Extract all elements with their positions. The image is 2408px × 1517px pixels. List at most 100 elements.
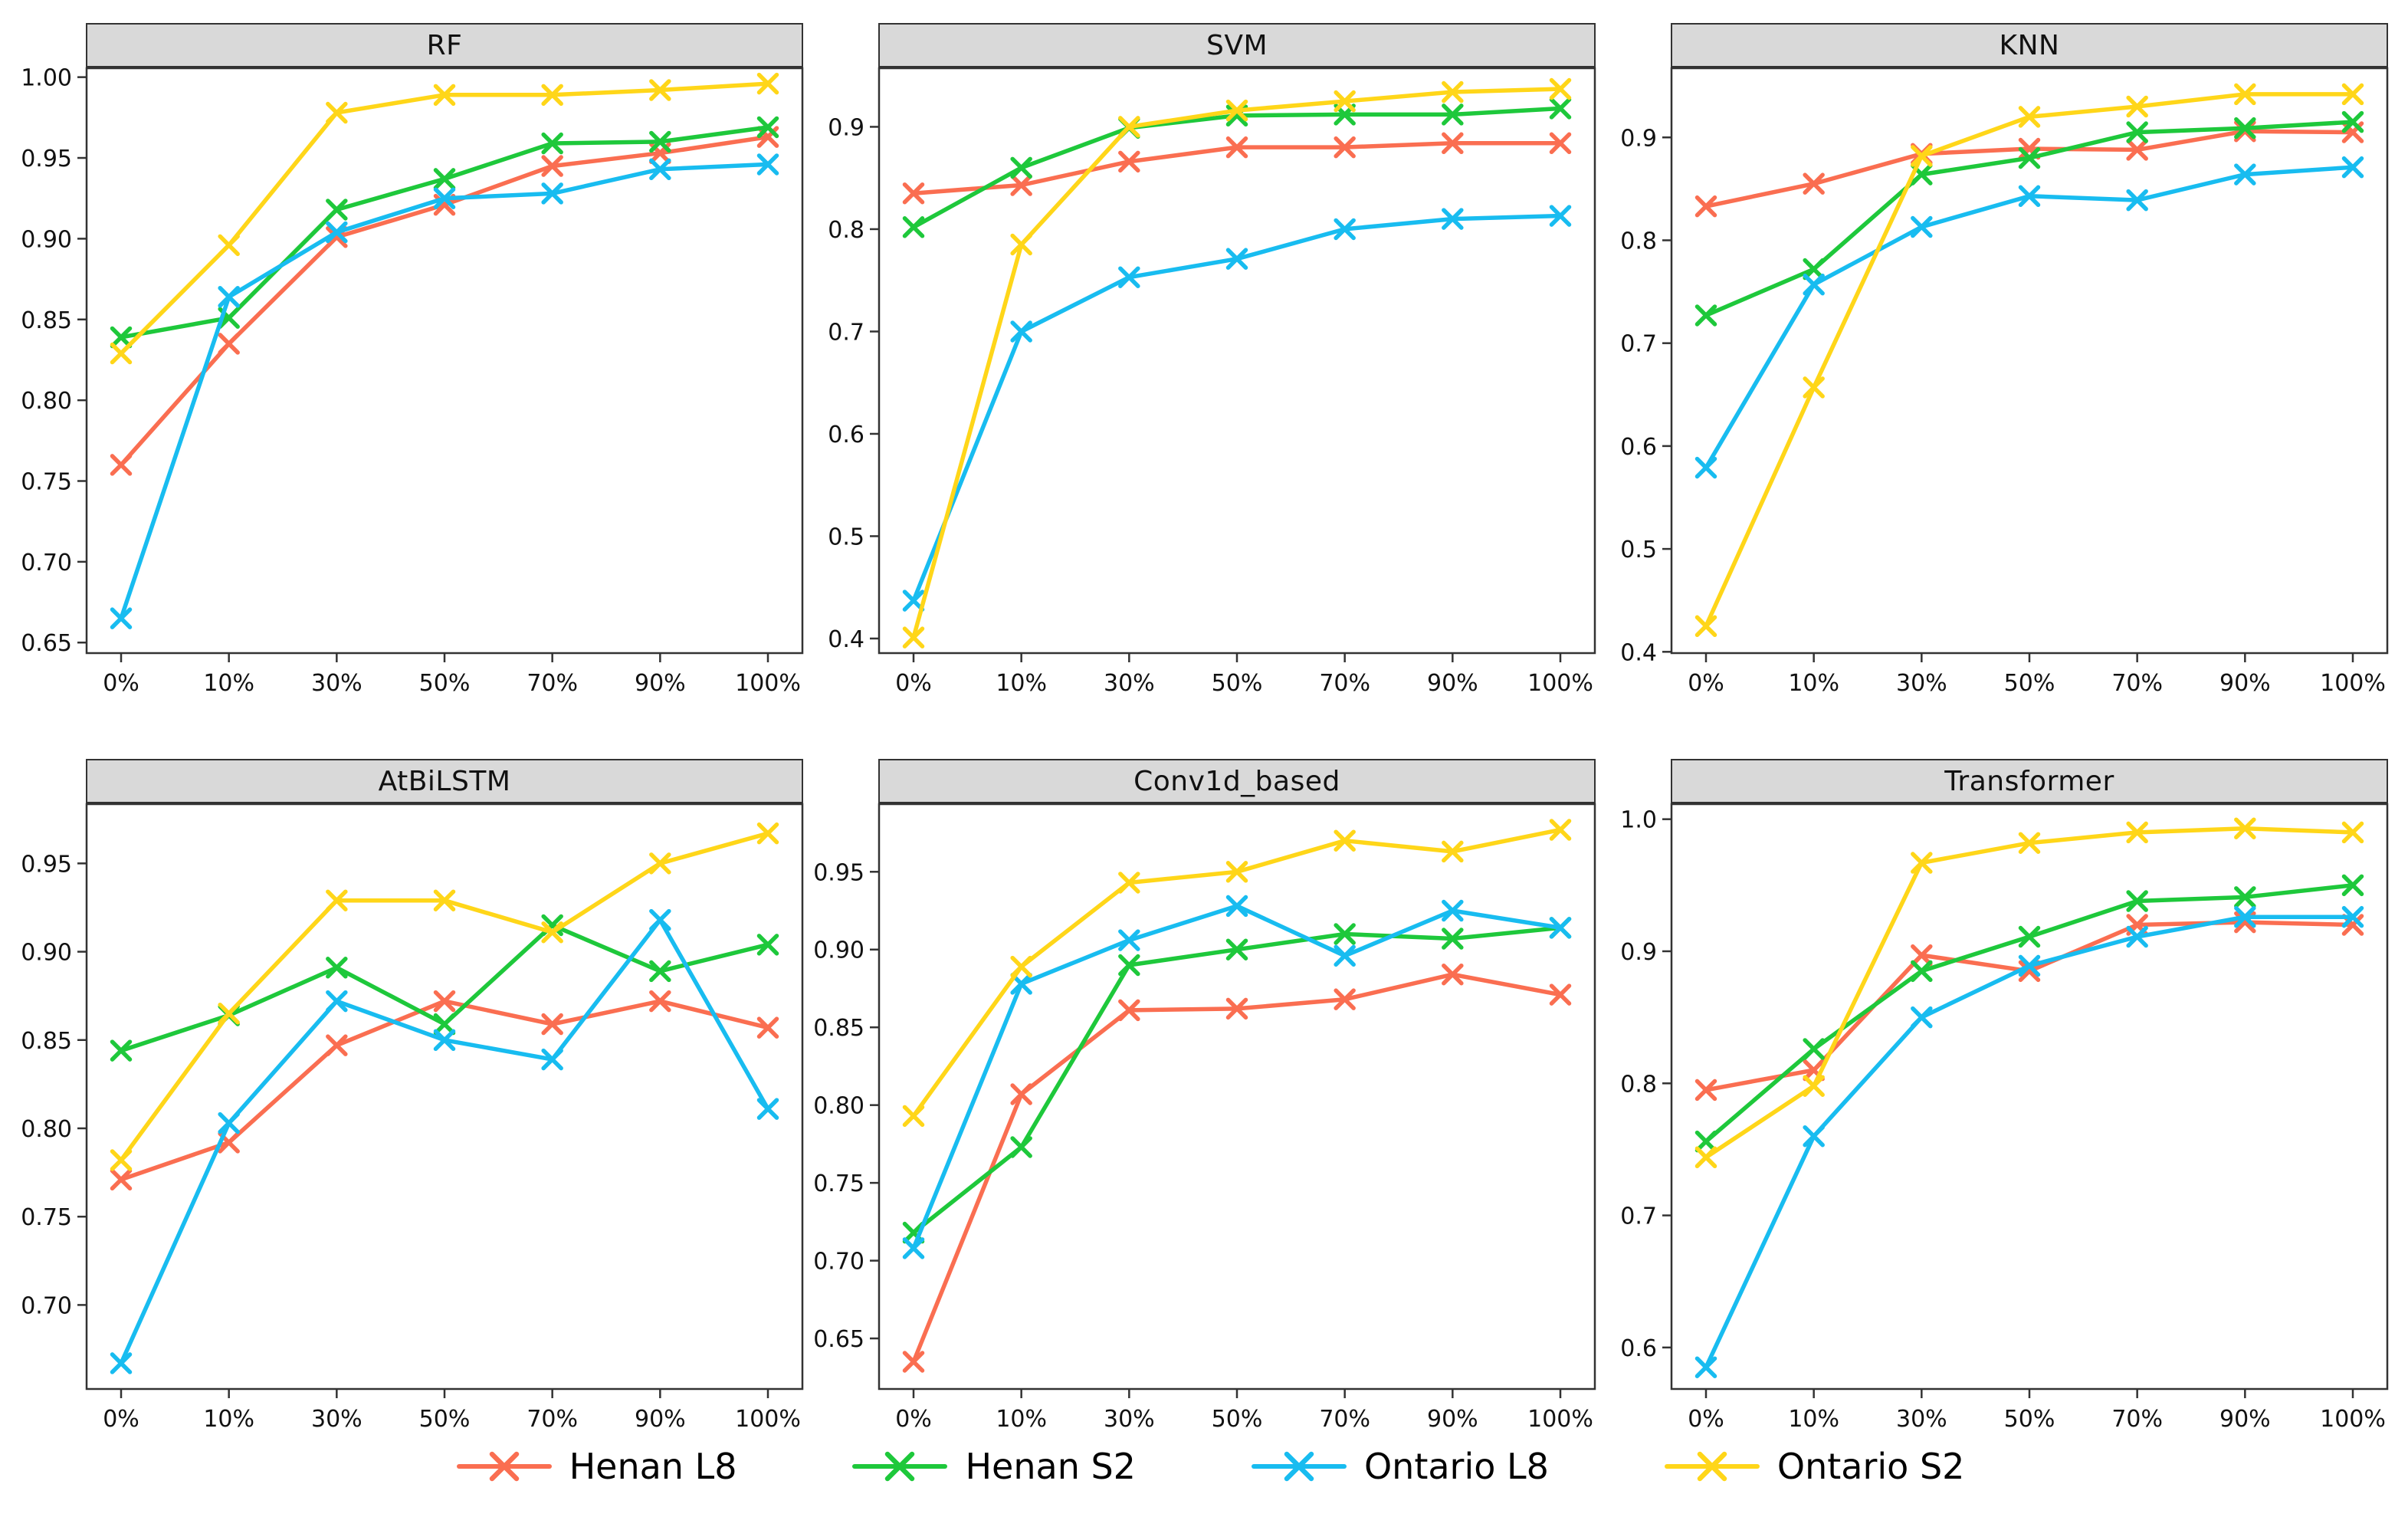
x-marker-ontario-s2 bbox=[1010, 955, 1032, 978]
x-tick-label: 90% bbox=[2219, 670, 2271, 697]
x-marker-henan-s2 bbox=[326, 199, 348, 221]
x-marker-henan-s2 bbox=[433, 1013, 456, 1036]
x-tick-label: 10% bbox=[203, 1406, 254, 1433]
chart-knn-canvas: 0.4 0.5 0.6 0.7 0.8 0.9 0% 10% 30% 50% 70% 90% 100% bbox=[1620, 67, 2389, 697]
x-marker-ontario-s2 bbox=[1911, 145, 1933, 167]
y-tick-label: 0.90 bbox=[813, 937, 864, 964]
x-marker-henan-s2 bbox=[1225, 938, 1248, 960]
x-marker-ontario-l8 bbox=[1010, 320, 1032, 343]
x-marker-henan-l8 bbox=[110, 1168, 133, 1191]
x-marker-ontario-l8 bbox=[1442, 899, 1464, 922]
y-tick-label: 0.80 bbox=[813, 1093, 864, 1120]
x-marker-henan-s2 bbox=[2234, 117, 2256, 140]
x-marker-ontario-l8 bbox=[1118, 266, 1140, 288]
panel-title-text: Transformer bbox=[1944, 765, 2114, 797]
x-marker-ontario-s2 bbox=[902, 1105, 925, 1128]
y-tick-label: 0.6 bbox=[828, 422, 864, 448]
x-marker-ontario-s2 bbox=[1549, 819, 1572, 841]
y-tick-label: 0.9 bbox=[1620, 939, 1657, 966]
legend-item-ontario-l8: Ontario L8 bbox=[1251, 1446, 1549, 1487]
y-tick-label: 0.6 bbox=[1620, 1335, 1657, 1362]
x-marker-ontario-l8 bbox=[1803, 1125, 1825, 1148]
x-marker-henan-l8 bbox=[1118, 999, 1140, 1022]
x-tick-label: 50% bbox=[1212, 1406, 1263, 1433]
x-marker-henan-l8 bbox=[1118, 150, 1140, 173]
legend-label: Ontario L8 bbox=[1363, 1446, 1549, 1487]
x-marker-henan-l8 bbox=[433, 990, 456, 1013]
y-tick-label: 0.7 bbox=[1620, 331, 1657, 358]
panel-header: AtBiLSTM bbox=[86, 759, 803, 803]
panel-header: KNN bbox=[1671, 23, 2388, 67]
y-tick-label: 0.85 bbox=[21, 1028, 72, 1055]
panel-transformer: Transformer 0.6 0.7 0.8 0.9 1.0 0% 10% 30% 50% 70… bbox=[1616, 759, 2389, 1433]
x-marker-ontario-s2 bbox=[902, 626, 925, 649]
x-marker-ontario-s2 bbox=[1803, 376, 1825, 399]
x-marker-ontario-s2 bbox=[1225, 99, 1248, 122]
x-marker-ontario-s2 bbox=[1694, 1146, 1717, 1169]
x-marker-ontario-l8 bbox=[541, 1048, 563, 1071]
x-marker-henan-s2 bbox=[1334, 923, 1356, 945]
x-marker-ontario-l8 bbox=[2234, 905, 2256, 928]
panel-title-text: SVM bbox=[1206, 29, 1268, 61]
legend-x-marker-icon bbox=[1664, 1451, 1760, 1482]
x-tick-label: 0% bbox=[103, 1406, 139, 1433]
x-marker-henan-s2 bbox=[1694, 304, 1717, 327]
x-marker-henan-s2 bbox=[1803, 1038, 1825, 1060]
y-tick-label: 0.8 bbox=[1620, 1071, 1657, 1098]
panel-conv1d-based: Conv1d_based 0.65 0.70 0.75 0.80 0.85 0.90 0.9… bbox=[813, 759, 1596, 1433]
x-marker-ontario-l8 bbox=[433, 187, 456, 209]
chart-transformer-canvas: 0.6 0.7 0.8 0.9 1.0 0% 10% 30% 50% 70% 90% 100% bbox=[1620, 803, 2389, 1433]
y-tick-label: 0.80 bbox=[21, 1116, 72, 1143]
x-marker-ontario-s2 bbox=[1442, 840, 1464, 863]
x-tick-label: 70% bbox=[527, 1406, 578, 1433]
x-tick-label: 70% bbox=[527, 670, 578, 697]
panel-knn: KNN 0.4 0.5 0.6 0.7 0.8 0.9 0% 10% 30% 50% 70% 90% 1… bbox=[1616, 23, 2389, 697]
y-tick-label: 0.95 bbox=[813, 859, 864, 886]
y-tick-label: 0.85 bbox=[21, 307, 72, 334]
x-tick-label: 10% bbox=[996, 1406, 1047, 1433]
x-tick-label: 50% bbox=[2004, 1406, 2055, 1433]
panel-header: SVM bbox=[878, 23, 1596, 67]
x-marker-ontario-l8 bbox=[1549, 917, 1572, 939]
x-marker-henan-l8 bbox=[541, 1013, 563, 1036]
x-marker-ontario-l8 bbox=[902, 1237, 925, 1259]
x-marker-ontario-s2 bbox=[2018, 106, 2041, 128]
x-tick-label: 50% bbox=[419, 1406, 471, 1433]
x-marker-henan-l8 bbox=[649, 990, 671, 1013]
plot-frame bbox=[1670, 803, 2389, 1391]
x-marker-ontario-s2 bbox=[541, 921, 563, 944]
x-marker-henan-s2 bbox=[756, 934, 779, 956]
x-marker-ontario-l8 bbox=[1334, 944, 1356, 967]
x-marker-ontario-s2 bbox=[1010, 233, 1032, 256]
x-marker-ontario-l8 bbox=[2018, 185, 2041, 208]
x-tick-label: 100% bbox=[1527, 670, 1593, 697]
x-marker-henan-s2 bbox=[649, 130, 671, 153]
x-marker-henan-l8 bbox=[1010, 174, 1032, 196]
y-tick-label: 0.7 bbox=[828, 319, 864, 346]
panel-title-text: RF bbox=[426, 29, 463, 61]
x-tick-label: 10% bbox=[203, 670, 254, 697]
y-tick-label: 0.75 bbox=[21, 469, 72, 496]
x-marker-henan-l8 bbox=[218, 333, 240, 355]
x-marker-henan-l8 bbox=[1803, 172, 1825, 195]
x-marker-henan-l8 bbox=[1694, 195, 1717, 218]
x-marker-ontario-l8 bbox=[649, 908, 671, 931]
x-marker-henan-l8 bbox=[541, 155, 563, 177]
y-tick-label: 0.7 bbox=[1620, 1203, 1657, 1230]
x-marker-henan-l8 bbox=[1911, 944, 1933, 967]
x-marker-ontario-s2 bbox=[1803, 1075, 1825, 1097]
panel-title-text: Conv1d_based bbox=[1133, 765, 1340, 797]
plot-frame bbox=[878, 67, 1596, 655]
panel-header: Transformer bbox=[1671, 759, 2388, 803]
y-tick-label: 1.0 bbox=[1620, 807, 1657, 834]
x-marker-ontario-l8 bbox=[1334, 218, 1356, 241]
x-marker-ontario-l8 bbox=[326, 221, 348, 244]
y-tick-label: 0.90 bbox=[21, 226, 72, 253]
x-tick-label: 100% bbox=[1527, 1406, 1593, 1433]
panel-header: Conv1d_based bbox=[878, 759, 1596, 803]
x-marker-ontario-s2 bbox=[1334, 829, 1356, 852]
y-tick-label: 0.6 bbox=[1620, 434, 1657, 461]
x-tick-label: 50% bbox=[2004, 670, 2055, 697]
panel-svm: SVM 0.4 0.5 0.6 0.7 0.8 0.9 0% 10% 30% 50% 70% 90% 1… bbox=[823, 23, 1596, 697]
